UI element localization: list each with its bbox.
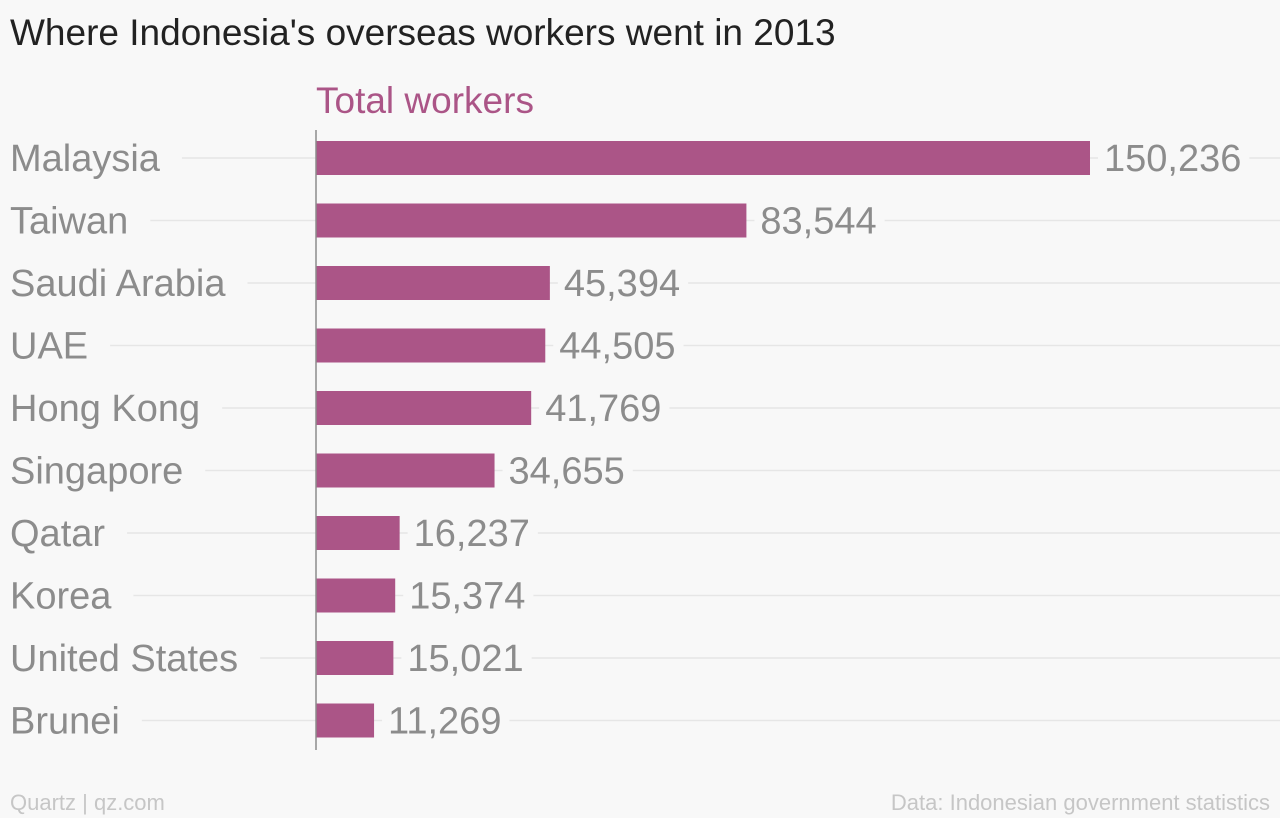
chart-title: Where Indonesia's overseas workers went … <box>10 12 836 53</box>
value-label: 34,655 <box>509 451 625 493</box>
category-label: Hong Kong <box>10 388 200 430</box>
series-name-label: Total workers <box>316 80 534 121</box>
bar <box>316 391 532 425</box>
bar <box>316 203 747 238</box>
bar <box>316 578 396 613</box>
value-label-background <box>382 700 510 741</box>
bar <box>316 703 375 738</box>
footer-data-source: Data: Indonesian government statistics <box>890 790 1270 815</box>
category-label: UAE <box>10 326 88 368</box>
category-label: Singapore <box>10 451 183 493</box>
value-label-background <box>539 388 670 428</box>
category-label: United States <box>10 638 238 680</box>
category-label: Korea <box>10 576 112 618</box>
value-label-background <box>502 450 633 491</box>
value-label-background <box>407 513 538 553</box>
value-label-background <box>553 325 684 366</box>
value-label-background <box>1098 138 1250 178</box>
value-label: 41,769 <box>545 388 661 430</box>
value-label-background <box>557 263 689 303</box>
value-label: 83,544 <box>760 201 876 243</box>
category-label: Saudi Arabia <box>10 263 226 305</box>
bar <box>316 516 400 550</box>
value-label: 44,505 <box>559 326 675 368</box>
value-label: 11,269 <box>388 701 501 743</box>
bar <box>316 453 495 488</box>
value-label-background <box>754 200 885 241</box>
bar <box>316 141 1090 175</box>
category-label: Taiwan <box>10 201 128 243</box>
value-label: 150,236 <box>1104 138 1241 180</box>
value-label-background <box>403 575 534 616</box>
value-label: 15,374 <box>409 576 525 618</box>
value-label: 16,237 <box>414 513 530 555</box>
bar <box>316 328 546 363</box>
footer-credit: Quartz | qz.com <box>10 790 165 815</box>
category-label: Malaysia <box>10 138 161 180</box>
category-label: Brunei <box>10 701 120 743</box>
value-label: 45,394 <box>564 263 680 305</box>
value-label: 15,021 <box>407 638 523 680</box>
bar <box>316 641 394 675</box>
category-label: Qatar <box>10 513 105 555</box>
bar <box>316 266 550 300</box>
value-label-background <box>401 638 532 678</box>
